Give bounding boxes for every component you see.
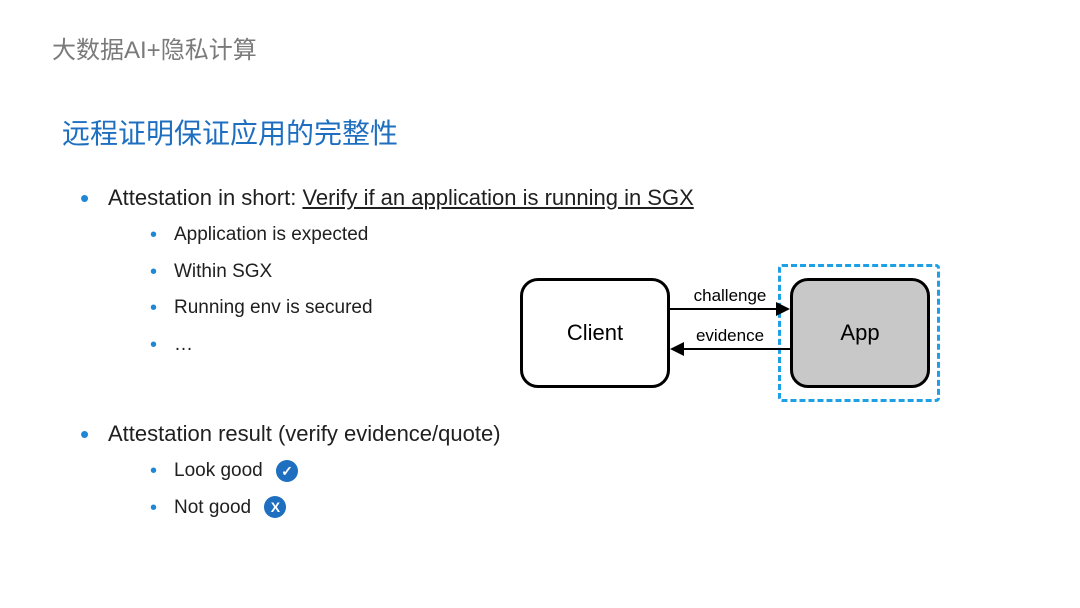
bullet-result: Attestation result (verify evidence/quot…: [80, 421, 980, 522]
bullet-attestation-underlined: Verify if an application is running in S…: [302, 185, 693, 210]
challenge-label: challenge: [670, 286, 790, 306]
check-icon: ✓: [276, 460, 298, 482]
bullet-result-text: Attestation result (verify evidence/quot…: [108, 421, 501, 446]
app-node: App: [790, 278, 930, 388]
client-node: Client: [520, 278, 670, 388]
sub-not-good: Not good X: [108, 494, 980, 523]
page-header: 大数据AI+隐私计算: [52, 30, 257, 65]
app-label: App: [840, 320, 879, 346]
sub-not-good-text: Not good: [174, 497, 251, 518]
evidence-label: evidence: [670, 326, 790, 346]
section-title: 远程证明保证应用的完整性: [62, 112, 398, 152]
bullet-attestation-prefix: Attestation in short:: [108, 185, 302, 210]
evidence-arrow-line: [682, 348, 790, 350]
client-label: Client: [567, 320, 623, 346]
challenge-arrow-line: [670, 308, 778, 310]
sub-expected: Application is expected: [108, 221, 980, 250]
sub-look-good-text: Look good: [174, 460, 263, 481]
sub-look-good: Look good ✓: [108, 457, 980, 486]
cross-icon: X: [264, 496, 286, 518]
attestation-diagram: Client App challenge evidence: [510, 260, 940, 410]
